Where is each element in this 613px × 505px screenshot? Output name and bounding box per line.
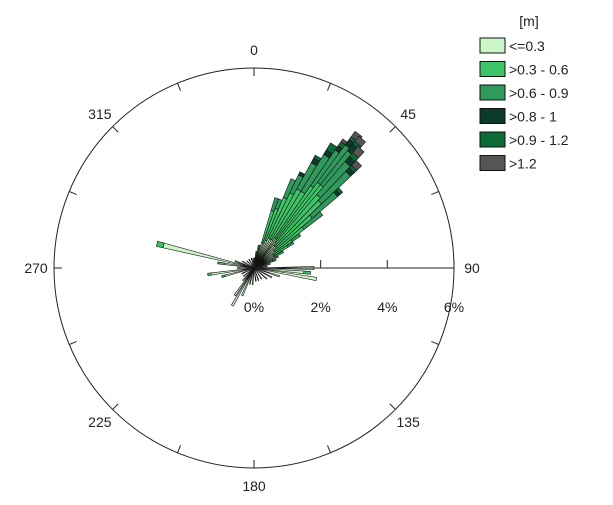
legend-swatch <box>479 84 506 101</box>
legend-label: >0.8 - 1 <box>509 109 557 125</box>
rose-bar-segment <box>241 267 255 275</box>
rose-bar-segment <box>242 267 255 282</box>
rose-bar-segment <box>156 240 165 249</box>
rose-bar-segment <box>207 272 212 277</box>
rose-bar-segment <box>253 267 273 279</box>
rose-bar-segment <box>246 260 255 269</box>
direction-tick <box>327 445 331 453</box>
rose-bar-segment <box>253 267 280 278</box>
legend-label: >1.2 <box>509 156 537 172</box>
direction-label: 315 <box>88 106 112 122</box>
rose-bar-segment <box>253 267 268 280</box>
rose-bar-segment <box>248 267 255 285</box>
rose-bar-segment <box>351 159 363 171</box>
direction-label: 270 <box>24 260 48 276</box>
rose-bar-segment <box>303 270 311 275</box>
rose-bar-segment <box>233 267 255 297</box>
rose-bar-segment <box>241 267 255 297</box>
direction-tick <box>69 341 77 345</box>
rose-bar-segment <box>217 261 225 265</box>
direction-tick <box>431 341 439 345</box>
rose-bar-segment <box>301 211 324 230</box>
direction-label: 225 <box>88 414 112 430</box>
direction-tick <box>389 126 396 133</box>
direction-label: 90 <box>464 260 480 276</box>
legend-swatch <box>479 61 506 77</box>
rose-bar-segment <box>162 242 255 269</box>
rose-bar-segment <box>354 135 366 148</box>
rose-bar-segment <box>251 267 255 285</box>
rose-bar-segment <box>352 145 365 159</box>
legend-title: [m] <box>519 13 538 29</box>
rose-bar-segment <box>335 187 344 195</box>
legend-swatch <box>479 37 506 54</box>
radial-tick-label: 6% <box>444 299 464 315</box>
direction-tick <box>431 191 439 195</box>
rose-bar-segment <box>253 267 257 282</box>
direction-tick <box>177 83 181 91</box>
direction-tick <box>69 191 77 195</box>
direction-label: 135 <box>396 414 420 430</box>
legend-swatch <box>479 108 506 124</box>
legend-label: >0.6 - 0.9 <box>509 85 569 101</box>
radial-tick-label: 0% <box>244 299 264 315</box>
rose-bar-segment <box>253 267 263 280</box>
rose-bar-segment <box>253 267 317 281</box>
rose-bar-segment <box>273 250 284 258</box>
rose-bar-segment <box>234 260 255 269</box>
direction-label: 180 <box>242 478 266 494</box>
rose-bar-segment <box>253 267 260 282</box>
legend-label: >0.9 - 1.2 <box>509 132 569 148</box>
rose-bar-segment <box>290 233 302 242</box>
radial-tick-label: 2% <box>311 299 331 315</box>
rose-bar-segment <box>271 255 279 261</box>
direction-label: 45 <box>400 106 416 122</box>
direction-tick <box>112 126 119 133</box>
rose-bar-segment <box>253 263 271 269</box>
legend-label: <=0.3 <box>509 38 545 54</box>
legend-swatch <box>479 131 506 148</box>
rose-bar-segment <box>272 259 277 263</box>
legend-label: >0.3 - 0.6 <box>509 62 569 78</box>
direction-label: 0 <box>250 42 258 58</box>
radial-tick-label: 4% <box>377 299 397 315</box>
rose-bar-segment <box>250 257 255 269</box>
rose-bar-segment <box>221 274 226 278</box>
rose-bar-segment <box>230 267 255 307</box>
direction-tick <box>389 403 396 410</box>
rose-bar-segment <box>286 241 295 248</box>
direction-tick <box>177 445 181 453</box>
legend-swatch <box>479 155 506 171</box>
rose-bar-segment <box>237 267 255 269</box>
rose-bar-segment <box>242 267 255 277</box>
direction-tick <box>327 83 331 91</box>
rose-bar-segment <box>248 258 255 269</box>
rose-bar-segment <box>241 260 255 269</box>
direction-tick <box>112 403 119 410</box>
